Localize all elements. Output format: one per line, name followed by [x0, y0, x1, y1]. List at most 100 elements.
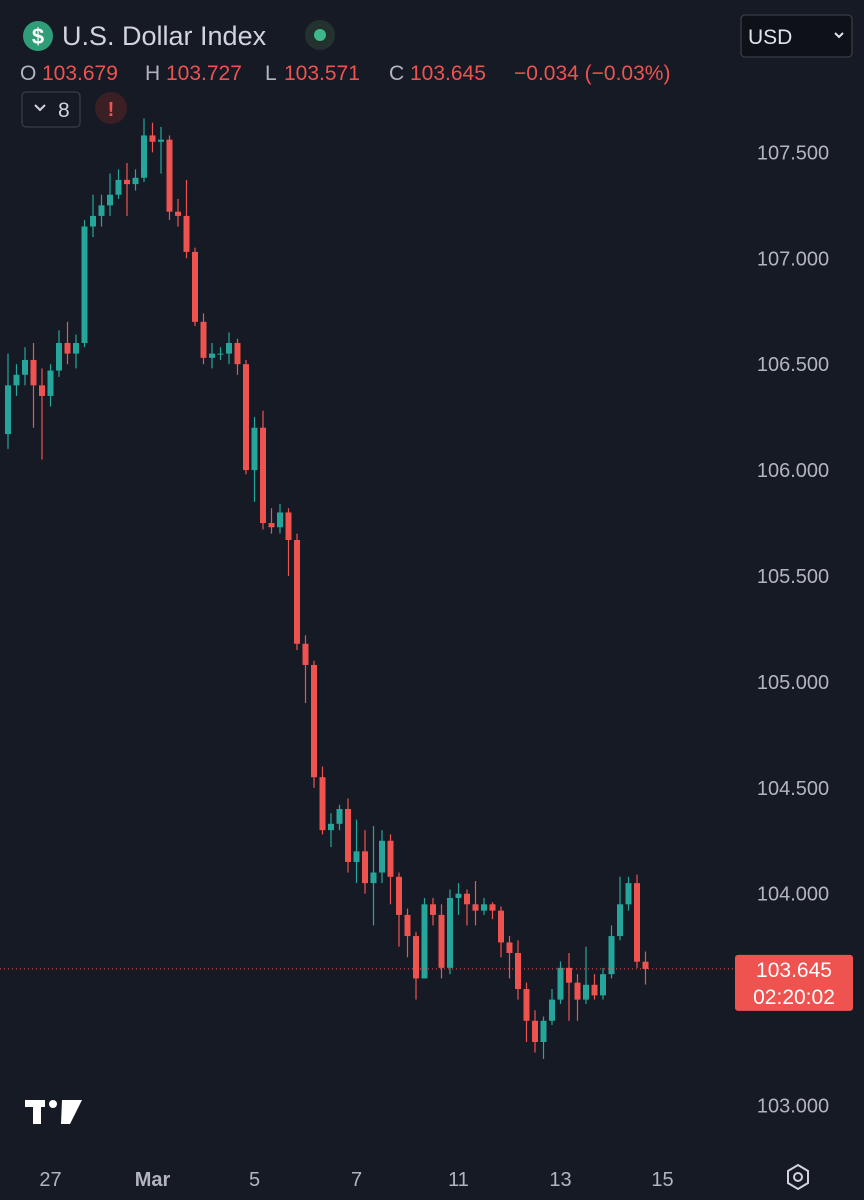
ohlc-label: L	[265, 62, 277, 85]
candle-body	[217, 353, 224, 355]
y-tick-label: 105.500	[757, 566, 829, 588]
candle-body	[379, 840, 385, 873]
toggle-arrow	[34, 104, 46, 112]
candle-body	[413, 936, 419, 979]
candle-body	[506, 942, 513, 954]
ohlc-value: 103.679	[42, 62, 118, 85]
candle-body	[557, 967, 564, 1000]
candle-body	[124, 179, 130, 185]
y-tick-label: 107.500	[757, 142, 829, 164]
candle-body	[345, 808, 351, 862]
candle-body	[30, 359, 37, 386]
gear-outline	[787, 1163, 809, 1191]
candle-body	[634, 883, 640, 962]
y-tick-label: 106.500	[757, 354, 829, 376]
candle-body	[583, 984, 589, 1000]
logo-part	[33, 1100, 41, 1124]
indicators-toggle[interactable]	[21, 91, 81, 128]
candle-body	[625, 883, 632, 905]
candle-body	[362, 851, 368, 884]
candle-body	[183, 215, 190, 252]
x-tick-label: 27	[39, 1169, 61, 1191]
symbol-icon	[23, 21, 53, 51]
candle-body	[132, 177, 139, 185]
candle-body	[540, 1020, 547, 1042]
settings-icon[interactable]	[787, 1163, 809, 1191]
candle-body	[574, 982, 581, 1000]
plot: 103.000103.500104.000104.500105.000105.5…	[0, 118, 853, 1191]
candle-body	[370, 872, 377, 884]
candle-body	[5, 385, 11, 435]
candle-body	[472, 904, 479, 911]
candle-body	[455, 893, 462, 898]
candle-body	[277, 512, 283, 528]
candle-body	[319, 777, 326, 831]
candle-body	[268, 523, 275, 528]
candle-body	[192, 251, 198, 322]
candle-body	[141, 135, 147, 178]
candle-body	[515, 953, 521, 990]
x-tick-label: 13	[549, 1169, 571, 1191]
y-tick-label: 103.000	[757, 1096, 829, 1118]
candle-body	[608, 936, 615, 975]
logo-part	[61, 1100, 82, 1124]
candle-body	[523, 989, 530, 1021]
candle-body	[200, 321, 207, 358]
candle-body	[387, 840, 394, 877]
candle-body	[591, 984, 598, 996]
price-tag-value: 103.645	[756, 959, 832, 982]
candle-body	[81, 226, 88, 343]
y-tick-label: 104.500	[757, 778, 829, 800]
candle-body	[158, 139, 164, 142]
candle-body	[464, 893, 470, 905]
symbol-title: U.S. Dollar Index	[62, 21, 267, 51]
candle-body	[302, 643, 309, 665]
candle-body	[328, 823, 334, 831]
indicator-count: 8	[58, 99, 70, 122]
candle-body	[285, 512, 292, 540]
candle-body	[353, 851, 360, 862]
ohlc-label: O	[20, 62, 36, 85]
y-tick-label: 106.000	[757, 460, 829, 482]
ohlc-row: O 103.679 H 103.727 L 103.571 C 103.645 …	[20, 62, 670, 85]
dropdown-arrow	[834, 32, 844, 39]
candle-body	[421, 904, 428, 979]
tv-logo	[25, 1100, 82, 1124]
y-tick-label: 107.000	[757, 248, 829, 270]
ohlc-label: C	[389, 62, 404, 85]
ohlc-value: 103.727	[166, 62, 242, 85]
candle-body	[642, 961, 649, 969]
candle-body	[13, 374, 20, 386]
x-tick-label: Mar	[135, 1169, 171, 1191]
alert-icon: !	[108, 99, 115, 121]
candle-body	[149, 135, 156, 142]
candle-body	[209, 353, 215, 358]
candle-body	[447, 897, 453, 968]
currency-label: USD	[748, 26, 792, 49]
candle-body	[166, 139, 173, 212]
candle-body	[226, 342, 232, 354]
countdown: 02:20:02	[753, 986, 835, 1009]
candle-body	[64, 342, 71, 354]
candle-body	[107, 194, 113, 206]
change: −0.034 (−0.03%)	[514, 62, 670, 85]
candle-body	[47, 370, 54, 396]
candle-body	[234, 342, 241, 365]
alert-badge[interactable]	[95, 92, 127, 124]
candle-body	[481, 904, 487, 911]
candle-body	[549, 999, 555, 1021]
candle-body	[336, 808, 343, 824]
logo-part	[49, 1100, 57, 1108]
x-tick-label: 11	[448, 1169, 469, 1191]
candle-body	[39, 385, 45, 396]
candle-body	[566, 967, 572, 983]
candle-body	[396, 876, 402, 915]
currency-select[interactable]	[740, 14, 853, 58]
status-dot	[314, 29, 326, 41]
price-tag	[735, 954, 853, 1011]
x-tick-label: 7	[351, 1169, 362, 1191]
y-tick-label: 104.000	[757, 884, 829, 906]
